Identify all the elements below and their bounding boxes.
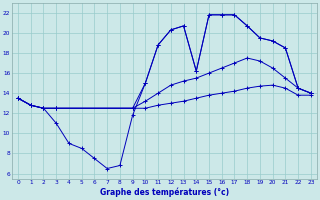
X-axis label: Graphe des températures (°c): Graphe des températures (°c) xyxy=(100,188,229,197)
